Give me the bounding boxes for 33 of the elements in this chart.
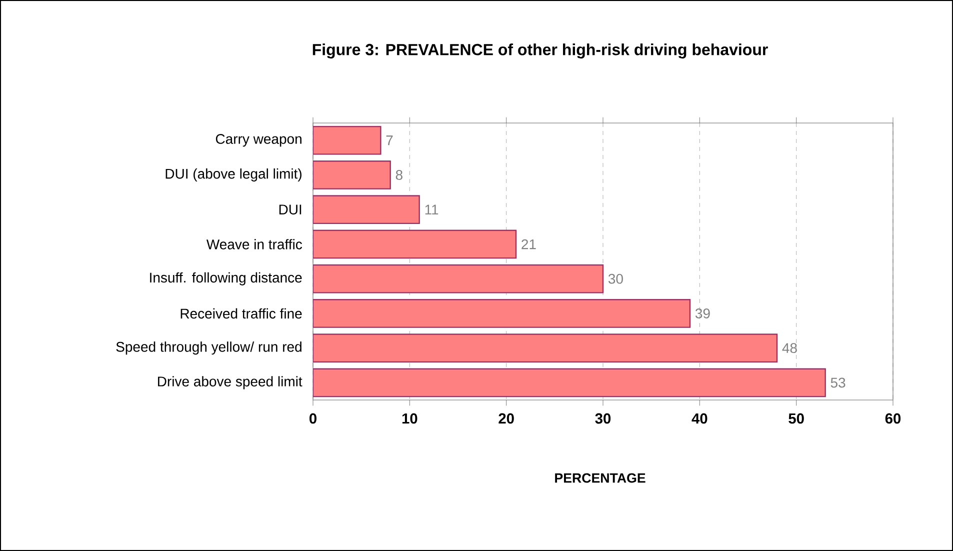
bar bbox=[313, 264, 604, 294]
x-tick-label: 20 bbox=[498, 413, 514, 424]
y-tick-label: DUI bbox=[279, 204, 302, 214]
data-label: 21 bbox=[522, 239, 536, 250]
chart-title: Figure 3: PREVALENCE of other high-risk driving behaviour bbox=[312, 44, 768, 58]
data-label: 8 bbox=[396, 170, 402, 180]
bar bbox=[313, 334, 778, 363]
data-label: 53 bbox=[830, 378, 846, 388]
x-tick-label: 50 bbox=[788, 413, 804, 424]
y-tick-label: Carry weapon bbox=[216, 134, 302, 147]
y-tick-label: Received traffic fine bbox=[180, 308, 302, 319]
data-label: 30 bbox=[608, 274, 623, 284]
x-tick-label: 0 bbox=[310, 413, 316, 424]
data-label: 11 bbox=[425, 204, 438, 214]
bar bbox=[313, 298, 691, 328]
data-label: 7 bbox=[386, 136, 393, 146]
bar bbox=[313, 160, 391, 190]
bar bbox=[313, 126, 382, 155]
bar bbox=[313, 230, 517, 259]
y-tick-label: Weave in traffic bbox=[206, 239, 302, 250]
data-label: 48 bbox=[782, 343, 797, 354]
bar bbox=[313, 195, 420, 224]
x-tick-label: 30 bbox=[595, 413, 611, 424]
y-tick-label: Speed through yellow/ run red bbox=[116, 342, 302, 355]
x-axis-title: PERCENTAGE bbox=[555, 473, 646, 483]
x-tick-label: 60 bbox=[885, 413, 901, 424]
x-tick-label: 40 bbox=[692, 413, 708, 424]
y-tick-label: DUI (above legal limit) bbox=[166, 168, 302, 182]
y-tick-label: Insuff. following distance bbox=[150, 272, 302, 286]
data-label: 39 bbox=[695, 308, 710, 318]
y-tick-label: Drive above speed limit bbox=[158, 376, 302, 390]
x-tick-label: 10 bbox=[402, 413, 418, 424]
bar bbox=[313, 368, 826, 398]
